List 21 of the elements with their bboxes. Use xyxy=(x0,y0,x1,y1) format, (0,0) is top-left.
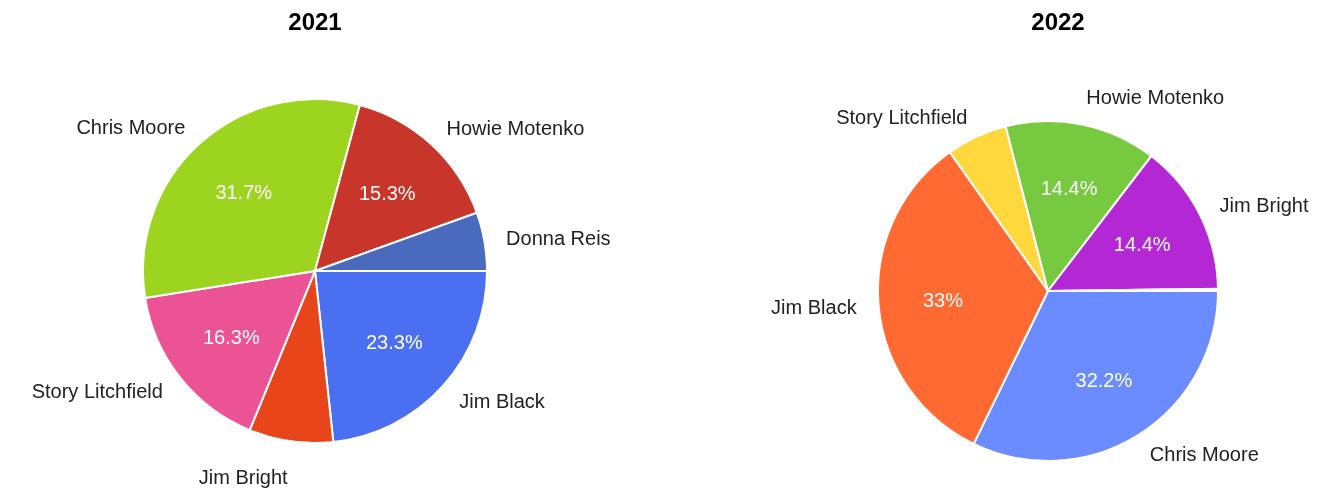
data-label: 32.2% xyxy=(1075,369,1133,392)
data-label: 23.3% xyxy=(365,331,423,354)
data-label: 14.4% xyxy=(1040,176,1098,199)
data-label: 31.7% xyxy=(215,180,273,203)
slice-label: Jim Black xyxy=(459,389,546,412)
slice-label: Jim Bright xyxy=(1219,193,1309,216)
slice-label: Chris Moore xyxy=(1149,442,1259,465)
slice-label: Jim Bright xyxy=(198,466,289,489)
chart-title: 2022 xyxy=(1031,8,1085,35)
data-label: 14.4% xyxy=(1113,232,1171,255)
slice-label: Jim Black xyxy=(771,295,858,318)
slice-label: Story Litchfield xyxy=(836,105,968,128)
slice-label: Howie Motenko xyxy=(1086,85,1225,108)
slice-label: Chris Moore xyxy=(76,115,186,138)
data-label: 15.3% xyxy=(358,181,416,204)
data-label: 33% xyxy=(922,288,964,311)
data-label: 16.3% xyxy=(203,326,260,349)
slice-label: Story Litchfield xyxy=(31,380,163,403)
chart-title: 2021 xyxy=(288,8,342,35)
slice-label: Howie Motenko xyxy=(446,117,585,140)
slice-label: Donna Reis xyxy=(506,226,611,249)
